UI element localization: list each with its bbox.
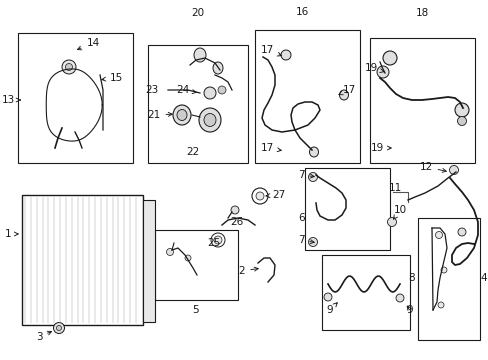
Bar [22, 195, 142, 325]
Text: 13: 13 [1, 95, 20, 105]
Text: 15: 15 [102, 73, 122, 83]
Ellipse shape [230, 206, 239, 214]
Text: 7: 7 [297, 235, 314, 245]
Text: 17: 17 [338, 85, 355, 95]
Ellipse shape [194, 48, 205, 62]
Text: 4: 4 [480, 273, 487, 283]
Ellipse shape [309, 147, 318, 157]
Ellipse shape [386, 217, 396, 226]
Ellipse shape [339, 90, 348, 100]
Ellipse shape [395, 294, 403, 302]
Ellipse shape [448, 166, 458, 175]
Text: 10: 10 [393, 205, 406, 219]
Bar [417, 218, 479, 340]
Ellipse shape [256, 192, 264, 200]
Text: 6: 6 [298, 213, 305, 223]
Ellipse shape [281, 50, 290, 60]
Ellipse shape [203, 87, 216, 99]
Bar [321, 255, 409, 330]
Text: 3: 3 [36, 331, 51, 342]
Text: 2: 2 [238, 266, 258, 276]
Ellipse shape [457, 228, 465, 236]
Bar [142, 200, 155, 322]
Text: 24: 24 [176, 85, 196, 95]
Text: 19: 19 [364, 63, 383, 73]
Text: 18: 18 [414, 8, 428, 18]
Text: 23: 23 [145, 85, 158, 95]
Text: 27: 27 [265, 190, 285, 200]
Ellipse shape [324, 293, 331, 301]
Text: 1: 1 [5, 229, 18, 239]
Text: 21: 21 [147, 110, 172, 120]
Text: 9: 9 [406, 305, 412, 315]
Text: 7: 7 [297, 170, 314, 180]
Text: 25: 25 [207, 238, 220, 248]
Bar [18, 33, 133, 163]
Ellipse shape [457, 117, 466, 126]
Ellipse shape [203, 113, 216, 126]
Ellipse shape [53, 323, 64, 333]
Bar [305, 168, 389, 250]
Text: 5: 5 [192, 305, 199, 315]
Text: 12: 12 [419, 162, 446, 172]
Text: 14: 14 [77, 38, 100, 50]
Text: 19: 19 [369, 143, 390, 153]
Bar [369, 38, 474, 163]
Text: 22: 22 [186, 147, 199, 157]
Text: 11: 11 [387, 183, 401, 193]
Ellipse shape [173, 105, 191, 125]
Ellipse shape [376, 66, 388, 78]
Text: 16: 16 [295, 7, 308, 17]
Ellipse shape [199, 108, 221, 132]
Ellipse shape [57, 325, 61, 330]
Bar [254, 30, 359, 163]
Ellipse shape [308, 172, 317, 181]
Ellipse shape [440, 267, 446, 273]
Text: 26: 26 [230, 217, 243, 227]
Ellipse shape [454, 103, 468, 117]
Text: 17: 17 [260, 143, 281, 153]
Ellipse shape [65, 63, 72, 71]
Ellipse shape [435, 231, 442, 239]
Ellipse shape [382, 51, 396, 65]
Ellipse shape [213, 62, 223, 74]
Text: 8: 8 [408, 273, 414, 283]
Ellipse shape [218, 86, 225, 94]
Bar [155, 230, 238, 300]
Ellipse shape [214, 236, 222, 244]
Bar [148, 45, 247, 163]
Ellipse shape [62, 60, 76, 74]
Ellipse shape [166, 248, 173, 256]
Ellipse shape [177, 109, 186, 121]
Text: 20: 20 [191, 8, 204, 18]
Ellipse shape [437, 302, 443, 308]
Text: 9: 9 [326, 303, 337, 315]
Text: 17: 17 [260, 45, 281, 56]
Ellipse shape [184, 255, 191, 261]
Ellipse shape [308, 238, 317, 247]
